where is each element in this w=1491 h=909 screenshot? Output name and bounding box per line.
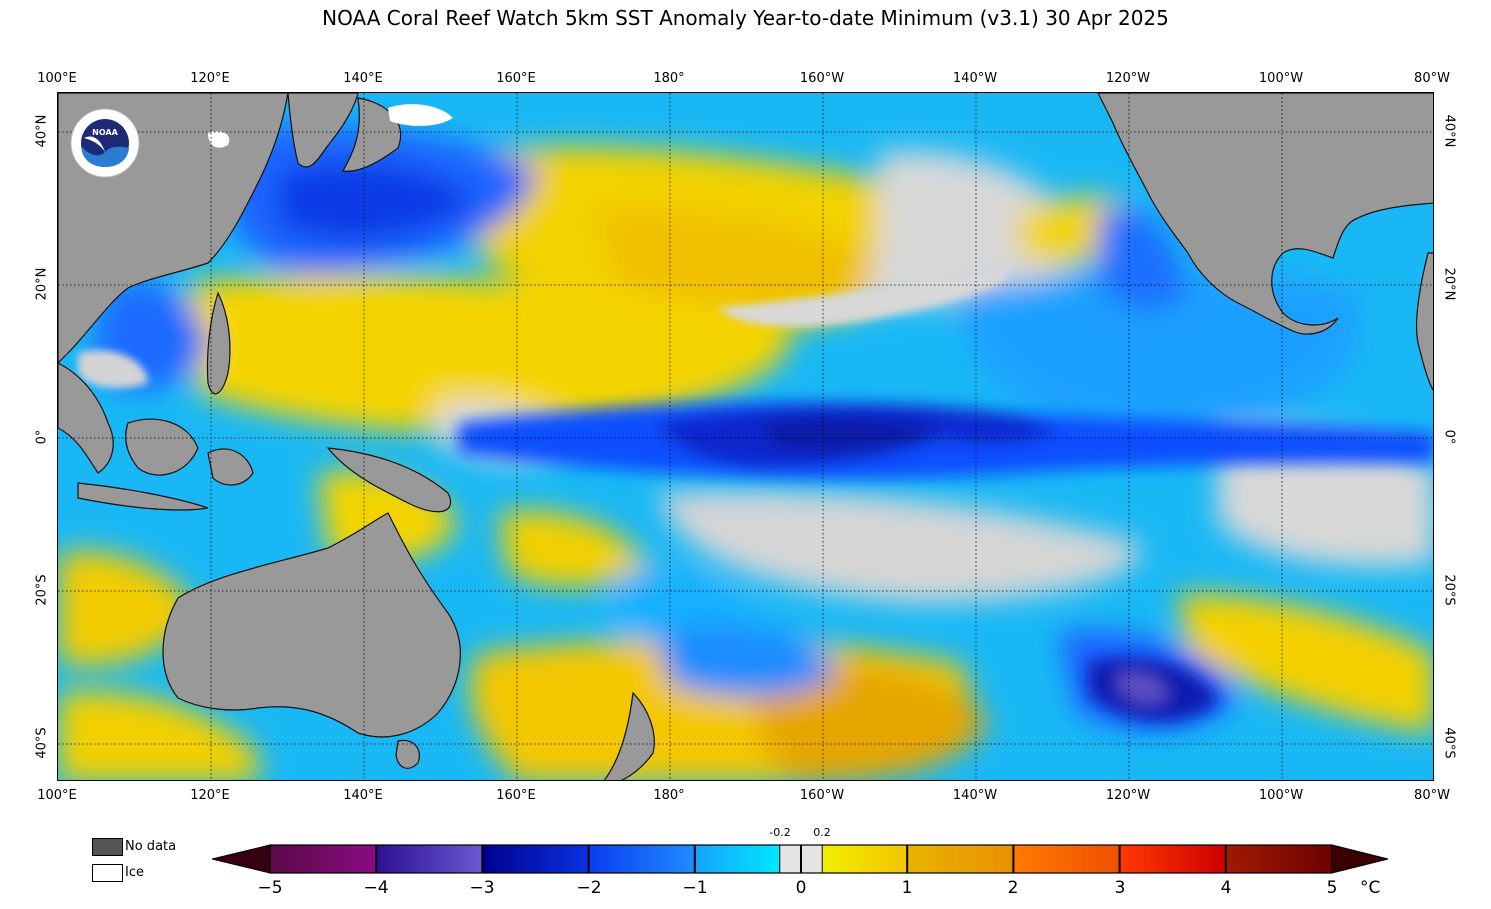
lon-label-top: 120°E	[190, 71, 230, 86]
lon-label-top: 100°E	[37, 71, 77, 86]
lon-label-bottom: 140°W	[952, 788, 998, 803]
lat-label-left: 20°N	[34, 267, 50, 301]
lon-label-bottom: 100°E	[37, 788, 77, 803]
colorbar-high-extend	[1331, 844, 1389, 874]
lon-label-top: 160°W	[799, 71, 845, 86]
lon-label-bottom: 160°W	[799, 788, 845, 803]
lon-label-top: 120°W	[1105, 71, 1151, 86]
noaa-logo-icon: NOAA	[70, 108, 140, 178]
colorbar-tick: 2	[1007, 878, 1019, 898]
colorbar-tick: 4	[1220, 878, 1232, 898]
lat-label-left: 20°S	[34, 574, 50, 606]
lon-label-bottom: 180°	[653, 788, 685, 803]
no-data-swatch	[92, 838, 123, 856]
colorbar-tick: −5	[257, 878, 283, 898]
sst-anomaly-map	[57, 92, 1434, 781]
lat-label-right: 0°	[1441, 429, 1457, 445]
lon-label-top: 180°	[653, 71, 685, 86]
colorbar-segment	[1013, 845, 1121, 873]
lon-label-top: 140°W	[952, 71, 998, 86]
lat-label-left: 40°S	[34, 727, 50, 759]
colorbar-tick: −1	[682, 878, 708, 898]
lat-label-right: 20°S	[1441, 574, 1457, 606]
colorbar-unit: °C	[1360, 878, 1381, 898]
colorbar-segment	[270, 845, 377, 873]
ice-swatch	[92, 864, 123, 882]
colorbar-tick: −2	[576, 878, 602, 898]
lat-label-right: 40°S	[1441, 727, 1457, 759]
lat-label-left: 40°N	[34, 114, 50, 148]
colorbar-small-label: -0.2	[769, 826, 791, 839]
lon-label-top: 140°E	[343, 71, 383, 86]
lon-label-bottom: 80°W	[1414, 788, 1450, 803]
lon-label-top: 80°W	[1414, 71, 1450, 86]
colorbar-segment	[694, 845, 781, 873]
lat-label-right: 40°N	[1441, 114, 1457, 148]
lon-label-bottom: 140°E	[343, 788, 383, 803]
lon-label-bottom: 160°E	[496, 788, 536, 803]
colorbar	[212, 844, 1389, 874]
graticule	[58, 93, 1433, 780]
lon-label-top: 100°W	[1258, 71, 1304, 86]
colorbar-segment	[588, 845, 696, 873]
colorbar-tick: 3	[1114, 878, 1126, 898]
colorbar-tick: −4	[363, 878, 389, 898]
map-title: NOAA Coral Reef Watch 5km SST Anomaly Ye…	[322, 6, 1169, 30]
noaa-logo-text: NOAA	[92, 128, 118, 137]
colorbar-segment	[907, 845, 1014, 873]
colorbar-segment	[1225, 845, 1333, 873]
lon-label-bottom: 120°W	[1105, 788, 1151, 803]
colorbar-segment	[376, 845, 483, 873]
ice-patches	[208, 104, 453, 148]
ice-label: Ice	[125, 865, 144, 880]
colorbar-low-extend	[212, 844, 271, 874]
colorbar-small-label: 0.2	[813, 826, 831, 839]
lat-label-right: 20°N	[1441, 267, 1457, 301]
colorbar-tick: −3	[469, 878, 495, 898]
lat-label-left: 0°	[34, 429, 50, 445]
colorbar-segment	[1119, 845, 1227, 873]
colorbar-segment	[822, 845, 908, 873]
colorbar-tick: 5	[1326, 878, 1338, 898]
colorbar-tick: 1	[901, 878, 913, 898]
lon-label-bottom: 100°W	[1258, 788, 1304, 803]
no-data-label: No data	[125, 839, 177, 854]
lon-label-top: 160°E	[496, 71, 536, 86]
lon-label-bottom: 120°E	[190, 788, 230, 803]
colorbar-tick: 0	[795, 878, 807, 898]
colorbar-segment	[482, 845, 590, 873]
